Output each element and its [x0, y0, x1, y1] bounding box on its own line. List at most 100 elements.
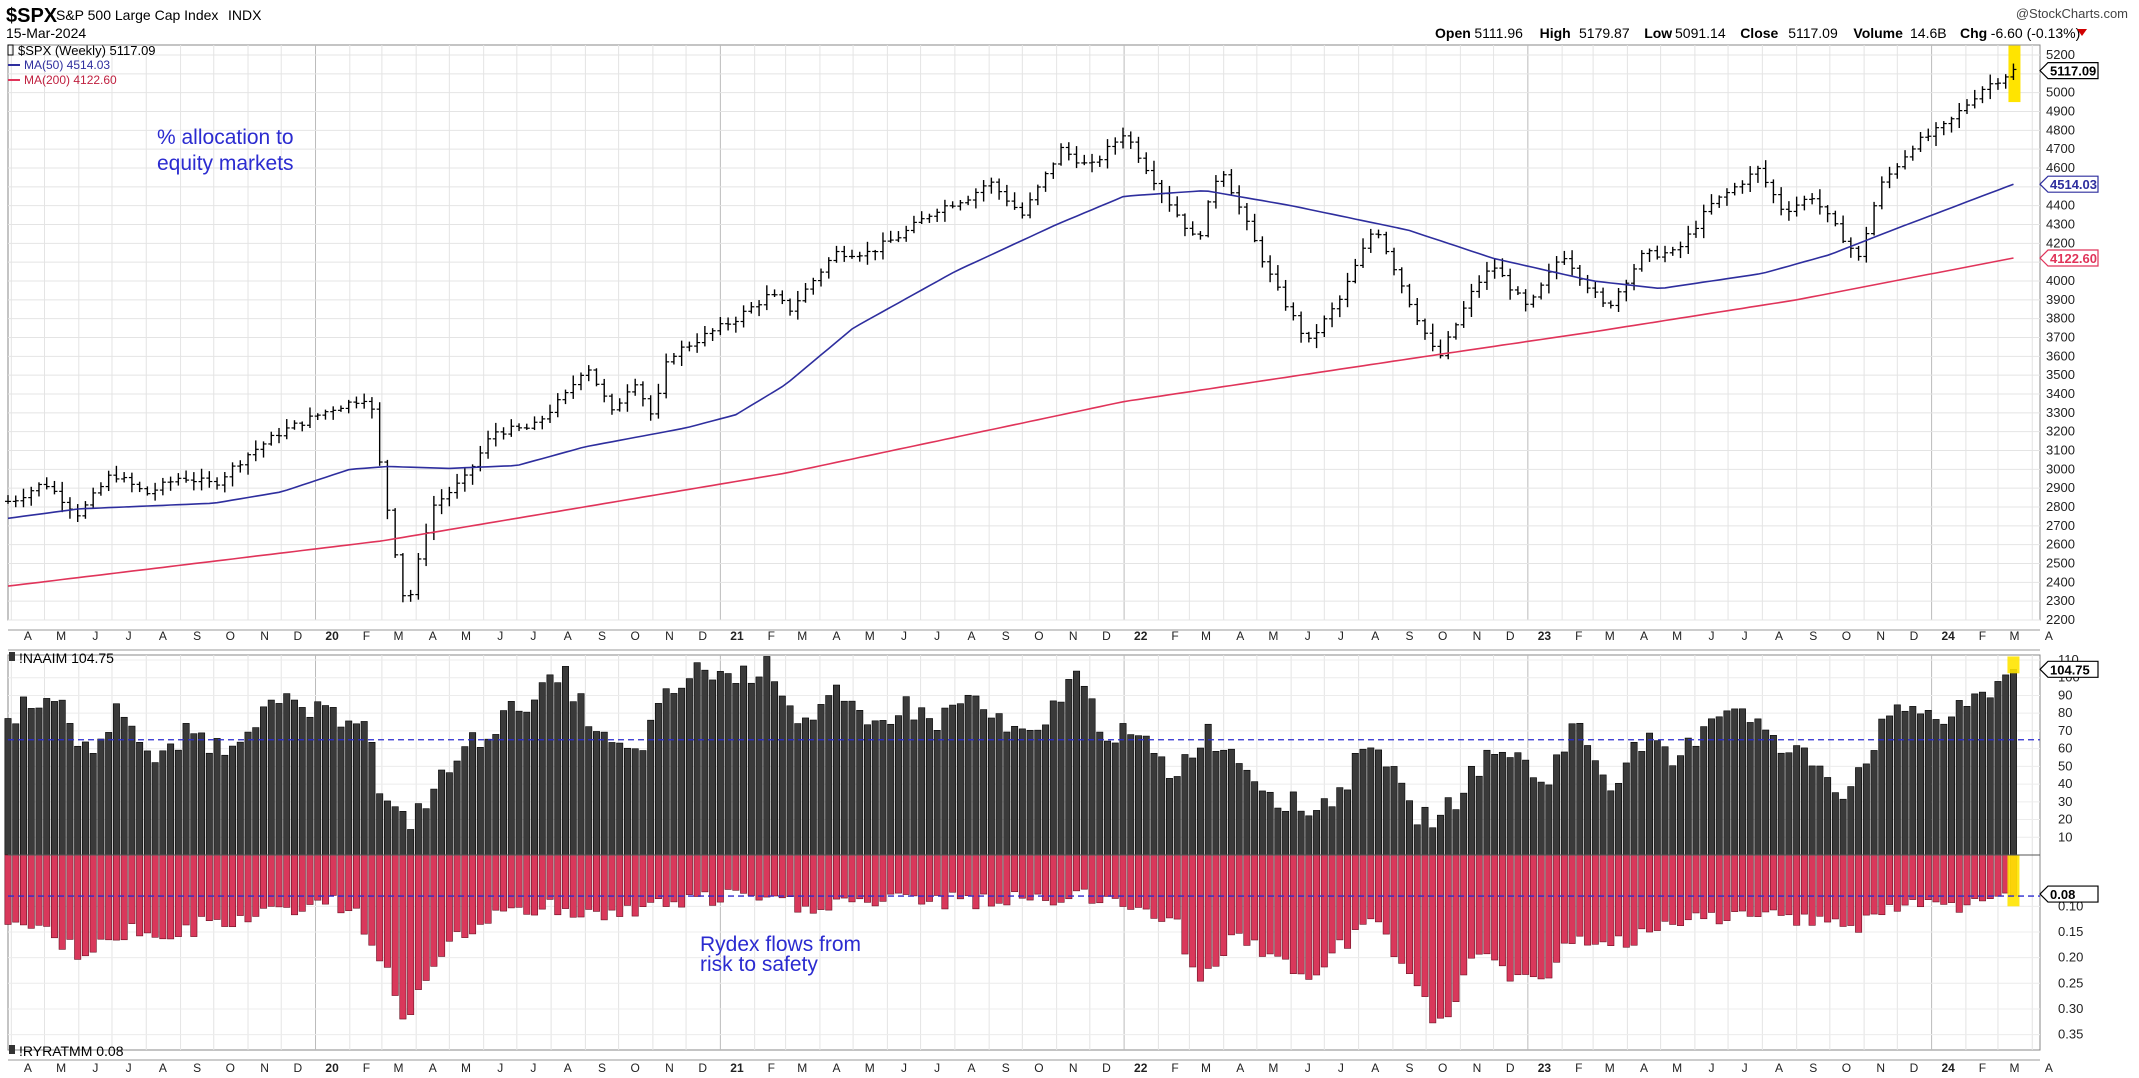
price-bar: [895, 231, 902, 243]
naaim-bar: [469, 732, 477, 856]
month-tick-label: A: [1775, 629, 1783, 643]
month-tick-label: F: [768, 629, 775, 643]
price-bar: [787, 298, 794, 316]
rydex-bar: [1282, 854, 1290, 960]
rydex-bar: [445, 854, 453, 942]
naaim-bar: [1591, 760, 1599, 856]
price-bar: [1878, 176, 1885, 210]
price-bar: [856, 251, 863, 262]
ohlc-label-chg: Chg: [1960, 25, 1987, 41]
rydex-bar: [980, 854, 988, 895]
annotation-top-line1: % allocation to: [157, 126, 294, 149]
rydex-bar: [1971, 854, 1979, 899]
naaim-bar: [1367, 747, 1375, 856]
rydex-bar: [112, 854, 120, 941]
price-bar: [446, 486, 453, 507]
price-bar: [1739, 180, 1746, 194]
naaim-tick-label: 50: [2058, 758, 2072, 773]
price-bar: [910, 215, 917, 234]
price-bar: [113, 465, 120, 483]
rydex-bar: [1762, 854, 1770, 913]
rydex-bar: [1831, 854, 1839, 920]
price-bar: [1189, 221, 1196, 236]
naaim-bar: [1986, 697, 1994, 856]
rydex-bar: [376, 854, 384, 962]
price-bar: [1871, 201, 1878, 236]
rydex-bar: [1924, 854, 1932, 900]
month-tick-label: D: [1102, 629, 1111, 643]
price-bar: [1592, 281, 1599, 298]
rydex-bar: [1870, 854, 1878, 915]
rydex-bar: [1220, 854, 1228, 956]
price-bar: [314, 413, 321, 420]
rydex-bar: [1746, 854, 1754, 917]
price-bar: [128, 472, 135, 493]
month-tick-label: A: [564, 629, 572, 643]
price-tick-label: 3100: [2046, 443, 2075, 458]
rydex-bar: [786, 854, 794, 897]
rydex-bar: [554, 854, 562, 916]
month-tick-label: 22: [1134, 629, 1148, 643]
naaim-bar: [306, 716, 314, 856]
naaim-bar: [1049, 700, 1057, 856]
legend-ryrat: !RYRATMM 0.08: [19, 1043, 124, 1059]
month-tick-label: O: [631, 629, 640, 643]
month-tick-label-bottom: D: [698, 1061, 707, 1075]
naaim-bar: [1274, 807, 1282, 856]
price-bar: [818, 268, 825, 287]
rydex-bar: [1599, 854, 1607, 943]
month-tick-label: M: [1605, 629, 1615, 643]
rydex-bar: [1646, 854, 1654, 933]
rydex-bar: [167, 854, 175, 940]
ohlc-value-chg: -6.60 (-0.13%): [1991, 25, 2080, 41]
naaim-bar: [1421, 806, 1429, 856]
price-bar: [291, 420, 298, 430]
month-tick-label-bottom: J: [1708, 1061, 1714, 1075]
price-bar: [1754, 165, 1761, 183]
rydex-bar: [1483, 854, 1491, 955]
rydex-tick-label: 0.20: [2058, 950, 2083, 965]
naaim-bar: [1514, 752, 1522, 856]
naaim-bar: [1622, 762, 1630, 856]
naaim-bar: [1808, 765, 1816, 856]
naaim-bar: [1646, 732, 1654, 856]
month-tick-label-bottom: A: [159, 1061, 167, 1075]
naaim-bar: [1979, 691, 1986, 856]
month-tick-label: N: [665, 629, 674, 643]
price-bar: [686, 341, 693, 352]
rydex-bar: [430, 854, 438, 967]
rydex-bar: [778, 854, 786, 899]
month-tick-label-bottom: M: [1201, 1061, 1211, 1075]
naaim-bar: [1994, 681, 2002, 856]
price-bar: [717, 317, 724, 336]
price-bar: [1785, 201, 1792, 221]
rydex-bar: [639, 854, 647, 908]
price-bar: [1421, 318, 1428, 340]
price-bar: [1778, 187, 1785, 216]
naaim-bar: [275, 703, 283, 856]
rydex-bar: [771, 854, 779, 897]
price-bar: [1476, 275, 1483, 298]
naaim-bar: [1436, 814, 1444, 856]
ma50-value-box: 4514.03: [2039, 175, 2099, 193]
naaim-bar: [391, 806, 399, 856]
month-tick-label-bottom: F: [1979, 1061, 1986, 1075]
ohlc-value-high: 5179.87: [1579, 25, 1630, 41]
naaim-bar: [1746, 722, 1754, 856]
price-bar: [252, 440, 259, 462]
price-tick-label: 4200: [2046, 235, 2075, 250]
month-tick-label-bottom: D: [1506, 1061, 1515, 1075]
naaim-bar: [1553, 754, 1561, 856]
rydex-bar: [329, 854, 337, 896]
price-bar: [1290, 302, 1297, 321]
rydex-bar: [1398, 854, 1406, 964]
naaim-bar: [1173, 776, 1181, 856]
price-tick-label: 4700: [2046, 141, 2075, 156]
price-bar: [872, 249, 879, 261]
naaim-bar: [856, 710, 864, 856]
rydex-bar: [569, 854, 577, 918]
month-tick-label-bottom: N: [1876, 1061, 1885, 1075]
rydex-bar: [1127, 854, 1135, 910]
index-name-label: S&P 500 Large Cap Index: [56, 7, 218, 23]
price-bar: [1638, 250, 1645, 272]
